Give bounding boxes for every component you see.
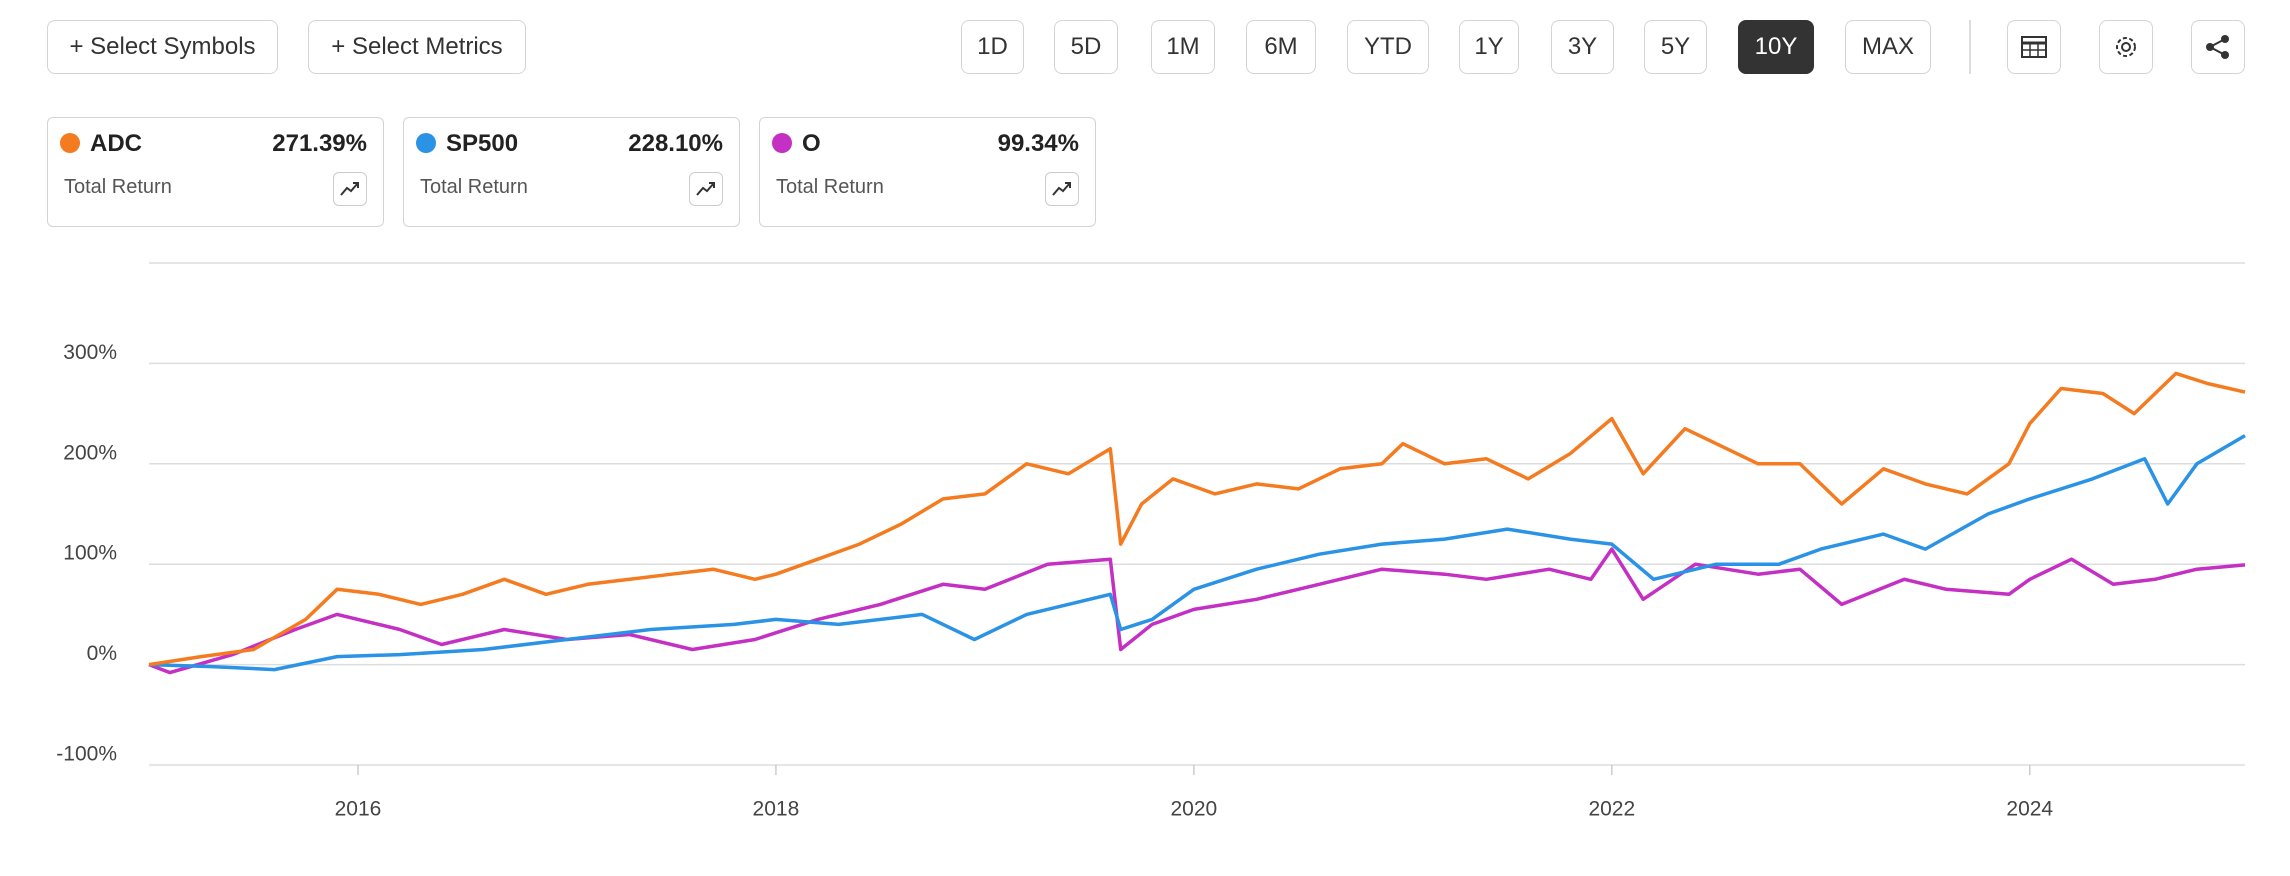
card-value: 271.39% [272,130,367,157]
chart-icon[interactable] [1045,172,1079,206]
legend-dot [416,133,436,153]
chart-icon[interactable] [689,172,723,206]
period-button[interactable]: 5D [1054,20,1118,74]
x-tick-label: 2018 [753,798,800,821]
series-line [148,371,2246,667]
x-tick-label: 2016 [335,798,382,821]
x-tick-label: 2022 [1588,798,1635,821]
share-button[interactable] [2191,20,2245,74]
card-metric: Total Return [776,176,884,198]
select-symbols[interactable]: + Select Symbols [47,20,278,74]
trend-icon [340,182,359,196]
y-tick-label: 300% [63,341,117,364]
card-metric: Total Return [420,176,528,198]
legend-card[interactable]: ADC 271.39% Total Return [47,117,384,227]
period-button[interactable]: 10Y [1738,20,1814,74]
trend-icon [1052,182,1071,196]
x-tick-label: 2024 [2006,798,2053,821]
chart-icon[interactable] [333,172,367,206]
period-button[interactable]: MAX [1845,20,1931,74]
table-button[interactable] [2007,20,2061,74]
period-button[interactable]: 1D [961,20,1024,74]
period-button[interactable]: YTD [1347,20,1429,74]
trend-icon [696,182,715,196]
separator [1969,20,1971,74]
share-icon [2206,35,2229,59]
legend-card[interactable]: SP500 228.10% Total Return [403,117,740,227]
card-symbol: ADC [90,130,142,157]
period-button[interactable]: 5Y [1644,20,1707,74]
legend-dot [772,133,792,153]
series-line [148,547,2246,675]
y-tick-label: 200% [63,441,117,464]
legend-card[interactable]: O 99.34% Total Return [759,117,1096,227]
card-symbol: SP500 [446,130,519,157]
period-button[interactable]: 6M [1246,20,1316,74]
select-metrics[interactable]: + Select Metrics [308,20,526,74]
period-button[interactable]: 1M [1151,20,1215,74]
card-metric: Total Return [64,176,172,198]
card-symbol: O [802,130,821,157]
legend-dot [60,133,80,153]
period-button[interactable]: 3Y [1551,20,1614,74]
table-icon [2021,36,2047,58]
x-tick-label: 2020 [1171,798,1218,821]
y-tick-label: 0% [87,642,117,665]
period-button[interactable]: 1Y [1459,20,1519,74]
gear-icon [2116,37,2136,57]
y-tick-label: -100% [56,743,117,766]
card-value: 99.34% [997,130,1079,157]
y-tick-label: 100% [63,542,117,565]
series-line [148,434,2246,672]
settings-button[interactable] [2099,20,2153,74]
card-value: 228.10% [628,130,723,157]
